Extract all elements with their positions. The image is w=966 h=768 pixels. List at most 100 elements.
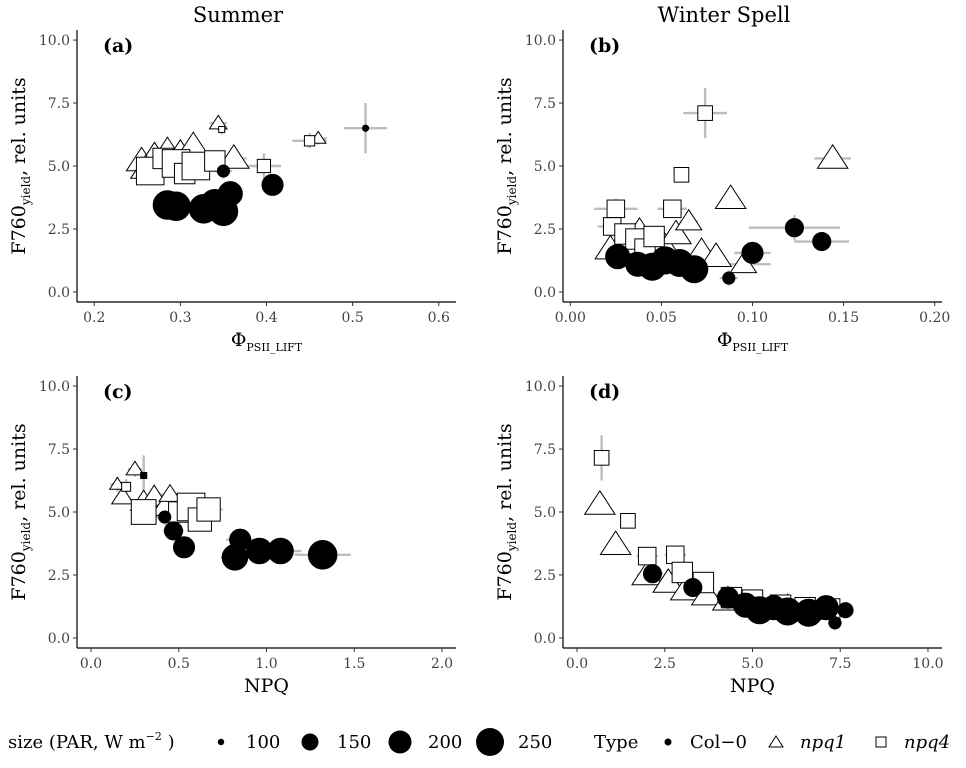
point-npq1 (110, 486, 135, 505)
x-tick-label: 2.5 (654, 656, 676, 672)
point-npq1 (714, 184, 747, 210)
point-col0 (683, 578, 703, 598)
panel-d: 0.0 2.5 5.0 7.5 10.0 0.0 2.5 5.0 7.5 10.0 (d) F760y… (494, 376, 944, 697)
legend-type-marker-npq4 (875, 736, 887, 748)
point-npq4 (643, 225, 665, 248)
legend-size-label: 250 (518, 732, 552, 753)
y-tick-label: 2.5 (48, 222, 70, 238)
point-npq4 (671, 561, 694, 584)
panel-label: (a) (103, 35, 133, 57)
legend-size-marker (388, 730, 412, 754)
y-tick-label: 0.0 (48, 631, 70, 647)
legend-type-title: Type (594, 732, 638, 753)
x-axis-label: NPQ (730, 675, 775, 697)
point-npq4 (637, 546, 657, 566)
legend-size-marker (476, 728, 504, 756)
x-axis-label: ΦPSII_LIFT (231, 329, 303, 354)
y-tick-label: 10.0 (39, 33, 70, 49)
y-axis-label: F760yield, rel. units (8, 77, 33, 254)
legend-size-title: size (PAR, W m−2 ) (8, 730, 175, 753)
panel-c: 0.0 2.5 5.0 7.5 10.0 0.0 0.5 1.0 1.5 2.0 (c) F760yi… (8, 376, 456, 697)
point-npq4 (121, 481, 132, 492)
point-col0 (361, 124, 370, 132)
x-tick-label: 0.3 (169, 310, 191, 326)
y-tick-label: 2.5 (534, 222, 556, 238)
legend-type-label: npq4 (904, 732, 950, 753)
point-npq4 (256, 158, 272, 174)
legend-type-marker-col0 (664, 738, 672, 746)
point-npq4 (606, 199, 626, 219)
point-npq4 (130, 499, 157, 525)
point-npq1 (599, 530, 632, 556)
x-tick-label: 0.5 (168, 656, 190, 672)
x-tick-label: 7.5 (829, 656, 851, 672)
point-npq1 (217, 143, 250, 169)
data-points (583, 450, 854, 630)
point-npq4 (593, 450, 610, 466)
point-npq4 (663, 199, 682, 219)
x-axis-label: ΦPSII_LIFT (717, 329, 789, 354)
point-col0 (217, 181, 243, 207)
x-tick-label: 0.5 (342, 310, 364, 326)
data-points (594, 105, 849, 285)
point-col0 (158, 510, 172, 524)
point-col0 (813, 595, 839, 621)
point-npq1 (659, 219, 693, 245)
x-tick-label: 2.0 (431, 656, 453, 672)
x-tick-label: 0.0 (80, 656, 102, 672)
x-tick-label: 10.0 (912, 656, 943, 672)
x-tick-label: 1.0 (255, 656, 277, 672)
y-tick-label: 10.0 (525, 379, 556, 395)
point-npq4 (303, 135, 316, 147)
y-tick-label: 5.0 (48, 159, 70, 175)
y-tick-label: 0.0 (534, 285, 556, 301)
x-tick-label: 0.05 (646, 310, 677, 326)
point-npq1 (699, 242, 733, 267)
data-points (125, 114, 370, 227)
point-npq4 (673, 166, 690, 183)
y-tick-label: 7.5 (534, 442, 556, 458)
y-tick-label: 7.5 (48, 442, 70, 458)
point-col0 (722, 271, 736, 285)
y-tick-label: 0.0 (534, 631, 556, 647)
legend-size-label: 100 (246, 732, 280, 753)
x-tick-label: 0.10 (737, 310, 768, 326)
y-tick-label: 10.0 (525, 33, 556, 49)
point-col0 (261, 173, 284, 196)
point-col0 (161, 191, 191, 222)
point-col0 (837, 602, 854, 619)
point-col0 (642, 564, 663, 584)
point-npq4 (697, 105, 713, 121)
x-tick-label: 1.5 (343, 656, 365, 672)
point-npq1 (816, 143, 849, 169)
column-title-summer: Summer (193, 3, 284, 27)
panel-label: (d) (589, 381, 620, 403)
x-tick-label: 0.2 (83, 310, 105, 326)
y-tick-label: 0.0 (48, 285, 70, 301)
point-npq1 (674, 208, 703, 231)
legend-type-label: npq1 (800, 732, 846, 753)
y-tick-label: 7.5 (48, 96, 70, 112)
point-npq4 (218, 125, 226, 133)
y-axis-label: F760yield, rel. units (8, 423, 33, 600)
panel-label: (c) (103, 381, 133, 403)
point-col0 (812, 232, 832, 252)
point-col0 (172, 536, 196, 559)
x-tick-label: 0.20 (919, 310, 950, 326)
point-npq1 (583, 489, 617, 515)
y-tick-label: 2.5 (48, 568, 70, 584)
x-tick-label: 0.15 (828, 310, 859, 326)
column-title-winter: Winter Spell (658, 3, 791, 27)
x-tick-label: 0.4 (255, 310, 277, 326)
data-points (108, 460, 338, 571)
y-tick-label: 5.0 (48, 505, 70, 521)
panel-b: 0.0 2.5 5.0 7.5 10.0 0.00 0.05 0.10 0.15 0.20 (b) F… (494, 30, 950, 354)
point-col0 (267, 537, 294, 565)
point-npq4 (620, 512, 636, 529)
y-tick-label: 10.0 (39, 379, 70, 395)
panel-a: 0.0 2.5 5.0 7.5 10.0 0.2 0.3 0.4 0.5 0.6 (a) F760yi… (8, 30, 456, 354)
point-col0 (828, 616, 842, 630)
point-npq1 (125, 460, 145, 476)
legend-type-label: Col−0 (690, 732, 747, 753)
